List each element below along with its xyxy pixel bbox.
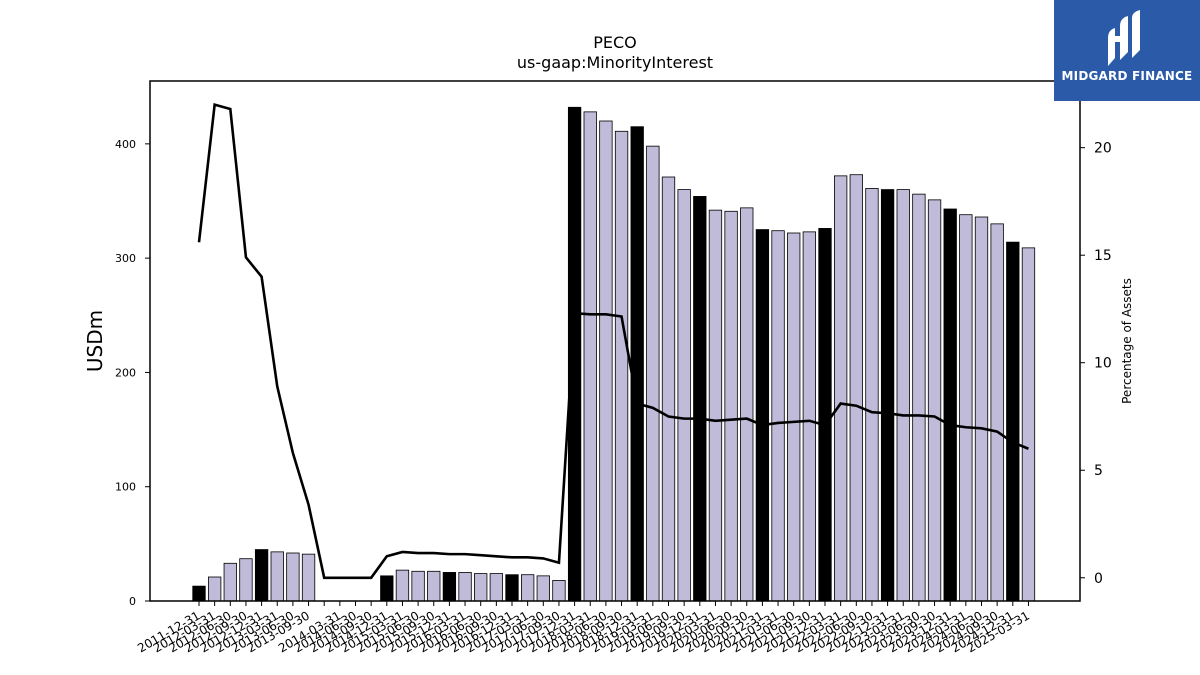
- bar: [536, 575, 550, 602]
- bar: [865, 188, 879, 602]
- bar: [740, 207, 754, 602]
- bar: [442, 572, 457, 602]
- company-logo: MIDGARD FINANCE: [1054, 0, 1200, 101]
- bar: [380, 575, 394, 602]
- x-axis-ticks: 2011-12-312012-03-312012-06-302012-09-30…: [135, 601, 1032, 655]
- bar: [771, 230, 785, 602]
- bar: [427, 570, 441, 602]
- y-tick-label: 0: [129, 595, 136, 608]
- bar: [207, 576, 222, 602]
- bar: [521, 574, 535, 602]
- y-axis-label: USDm: [83, 310, 107, 372]
- y2-tick-label: 5: [1094, 463, 1103, 479]
- bar: [1006, 241, 1020, 602]
- bar: [567, 106, 582, 602]
- bar: [896, 189, 910, 602]
- bar: [254, 549, 269, 602]
- bar: [849, 174, 863, 602]
- bar: [192, 585, 206, 602]
- bar: [693, 196, 707, 602]
- percentage-line: [197, 103, 1029, 580]
- bar: [552, 580, 566, 602]
- y2-tick-label: 15: [1094, 248, 1112, 264]
- bar: [880, 189, 895, 602]
- bar: [974, 216, 989, 602]
- bar: [270, 551, 284, 602]
- y-tick-label: 300: [115, 252, 136, 265]
- bar: [912, 193, 926, 602]
- chart-title: PECO: [593, 33, 637, 52]
- bar: [787, 232, 801, 602]
- bar: [630, 126, 644, 602]
- bar: [802, 231, 816, 602]
- bar: [474, 573, 488, 602]
- logo-mark-icon: [1108, 10, 1140, 66]
- bar: [411, 570, 425, 602]
- bar: [614, 130, 629, 602]
- bar: [599, 120, 613, 602]
- y-tick-label: 100: [115, 481, 136, 494]
- y2-axis-label: Percentage of Assets: [1120, 278, 1134, 404]
- bar: [489, 573, 504, 602]
- bar: [724, 210, 738, 602]
- bar: [661, 176, 676, 602]
- y2-tick-label: 10: [1094, 356, 1112, 372]
- bar: [395, 569, 410, 602]
- bar: [583, 111, 597, 602]
- bar: [458, 572, 472, 602]
- y2-tick-label: 0: [1094, 571, 1103, 587]
- y-axis-ticks: 0 100 200 300 400: [115, 138, 150, 608]
- plot-frame: [149, 80, 1081, 602]
- y-tick-label: 400: [115, 138, 136, 151]
- bar: [943, 208, 957, 602]
- bar: [755, 229, 770, 602]
- bar: [286, 552, 300, 602]
- bar-series: [192, 106, 1036, 602]
- bar: [1021, 247, 1036, 602]
- y2-axis-ticks: 0 5 10 15 20: [1080, 141, 1112, 587]
- y2-tick-label: 20: [1094, 141, 1112, 157]
- percentage-line-series: [197, 103, 1029, 580]
- bar: [927, 199, 942, 602]
- chart-subtitle: us-gaap:MinorityInterest: [517, 53, 713, 72]
- bar: [301, 553, 316, 602]
- bar: [834, 175, 848, 602]
- bar: [505, 574, 519, 602]
- bar: [223, 562, 237, 602]
- bar: [818, 228, 832, 602]
- bar: [990, 223, 1004, 602]
- y-tick-label: 200: [115, 366, 136, 379]
- bar: [959, 214, 973, 602]
- bar: [708, 209, 723, 602]
- logo-text: MIDGARD FINANCE: [1061, 69, 1193, 83]
- bar: [677, 189, 691, 602]
- bar: [239, 558, 253, 602]
- bar: [646, 145, 660, 602]
